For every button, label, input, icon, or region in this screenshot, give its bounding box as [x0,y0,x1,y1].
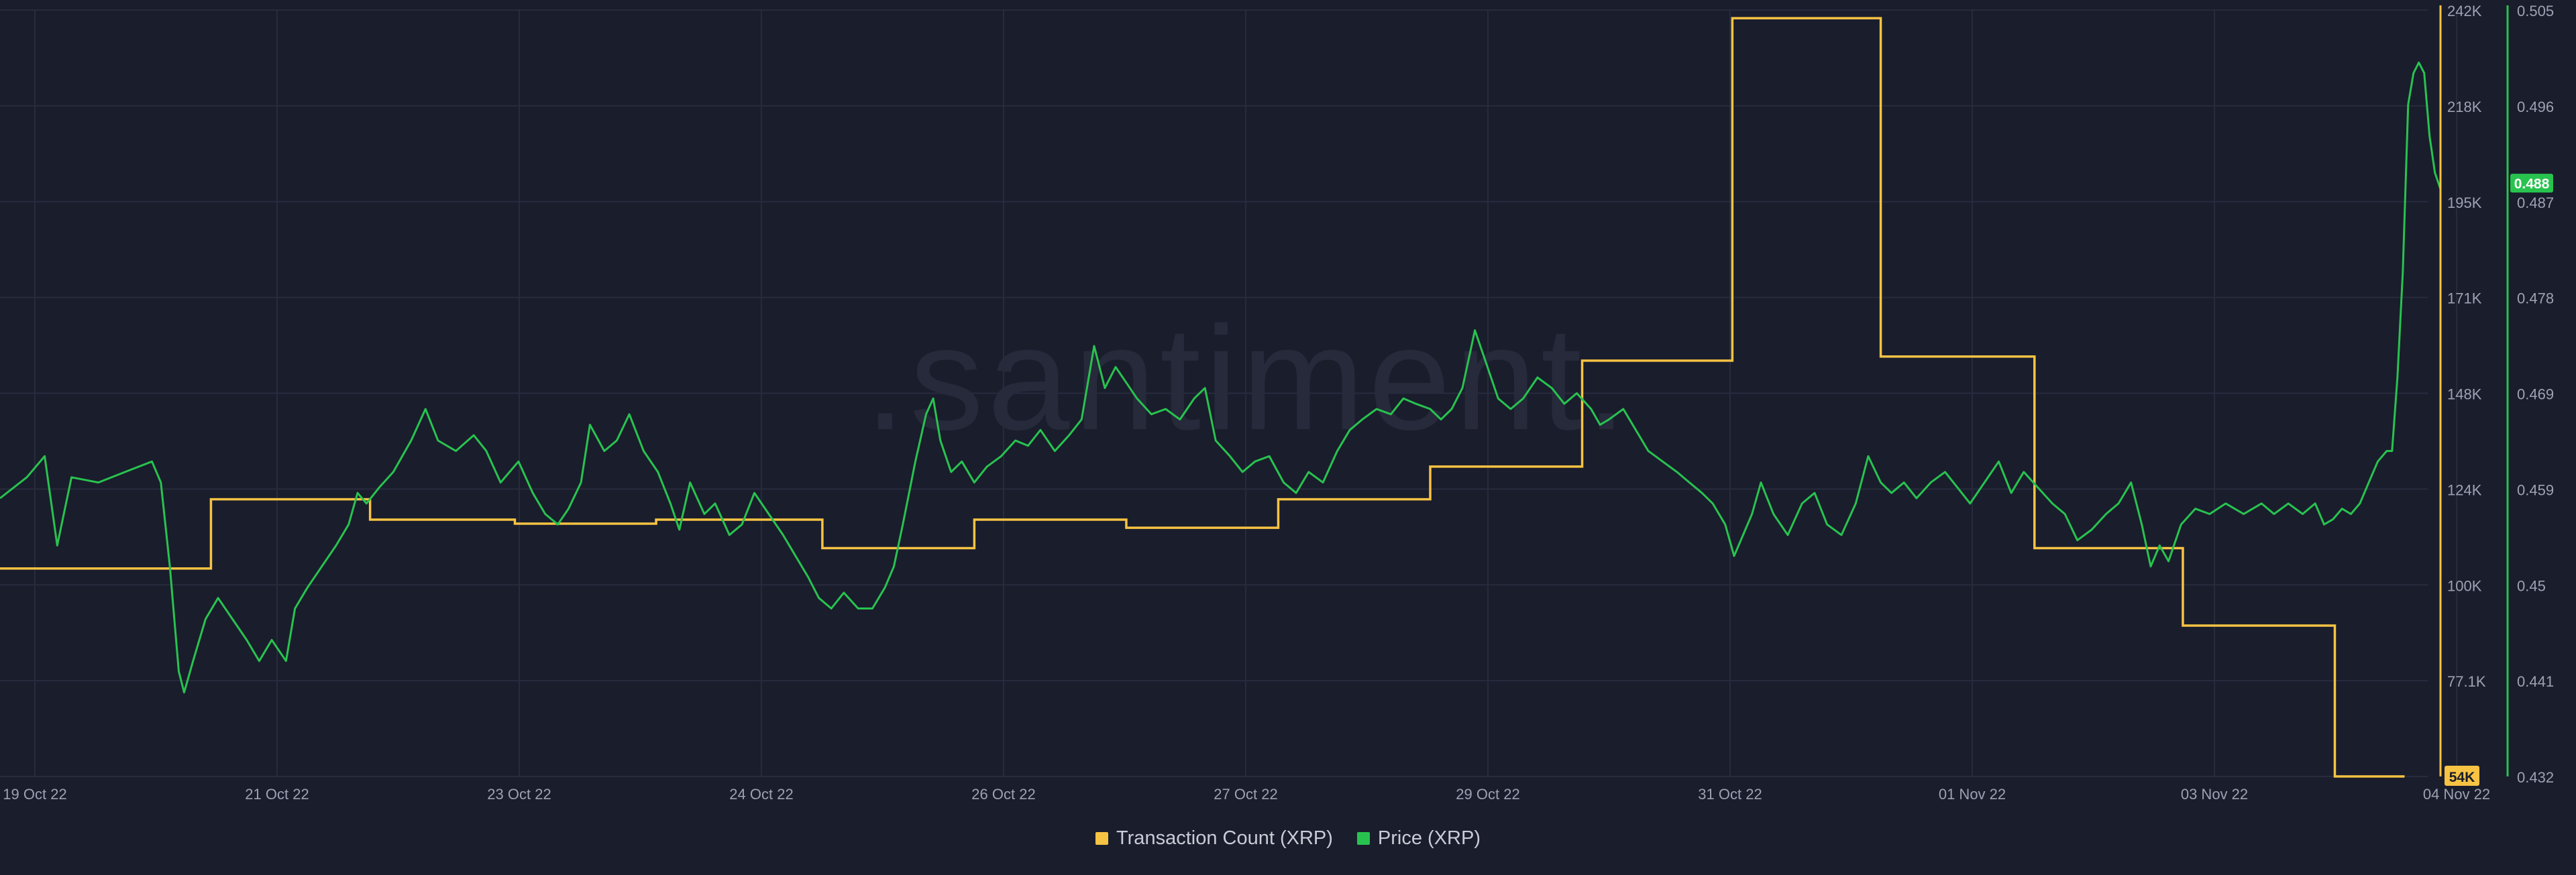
y-tick-label-right: 0.432 [2517,769,2554,786]
santiment-watermark: .santiment. [865,296,1631,461]
grid-layer [0,9,2457,777]
legend-label-transaction-count: Transaction Count (XRP) [1116,827,1333,849]
price-current-badge-bg [2510,174,2553,193]
x-tick-label: 21 Oct 22 [245,786,309,803]
legend-label-price: Price (XRP) [1377,827,1481,849]
tx-current-badge-text: 54K [2449,770,2475,785]
y-tick-label-left: 77.1K [2447,673,2486,690]
x-tick-label: 27 Oct 22 [1214,786,1277,803]
y-tick-label-right: 0.478 [2517,290,2554,307]
y-tick-label-right: 0.487 [2517,194,2554,211]
y-tick-label-right: 0.459 [2517,481,2554,498]
x-tick-label: 23 Oct 22 [487,786,551,803]
y-tick-label-left: 218K [2447,99,2482,115]
y-tick-label-right: 0.505 [2517,3,2554,19]
legend: Transaction Count (XRP) Price (XRP) [0,825,2576,852]
legend-swatch-price [1356,831,1370,845]
y-tick-label-left: 124K [2447,481,2482,498]
y-tick-label-left: 242K [2447,3,2482,19]
x-tick-label: 31 Oct 22 [1698,786,1762,803]
price-line [0,61,2442,694]
x-tick-label: 04 Nov 22 [2423,786,2490,803]
y-tick-label-right: 0.45 [2517,577,2546,594]
price-current-badge-text: 0.488 [2514,176,2550,192]
transaction-count-line [0,17,2405,778]
y-tick-label-left: 100K [2447,577,2482,594]
legend-item-transaction-count[interactable]: Transaction Count (XRP) [1095,827,1333,850]
series-layer [0,17,2442,778]
x-tick-label: 03 Nov 22 [2181,786,2248,803]
legend-swatch-transaction-count [1095,831,1109,845]
tx-current-badge-bg [2445,766,2479,786]
x-tick-label: 29 Oct 22 [1456,786,1519,803]
axes-layer: 242K 218K 195K 171K 148K 124K 100K 77.1K 0.505 0.… [3,3,2554,803]
x-tick-label: 19 Oct 22 [3,786,66,803]
x-tick-label: 01 Nov 22 [1939,786,2006,803]
y-tick-label-right: 0.469 [2517,386,2554,403]
y-tick-label-right: 0.441 [2517,673,2554,690]
y-tick-label-left: 148K [2447,386,2482,403]
x-tick-label: 26 Oct 22 [971,786,1035,803]
y-tick-label-left: 195K [2447,194,2482,211]
y-tick-label-left: 171K [2447,290,2482,307]
legend-item-price[interactable]: Price (XRP) [1356,827,1481,850]
x-tick-label: 24 Oct 22 [729,786,793,803]
y-tick-label-right: 0.496 [2517,99,2554,115]
